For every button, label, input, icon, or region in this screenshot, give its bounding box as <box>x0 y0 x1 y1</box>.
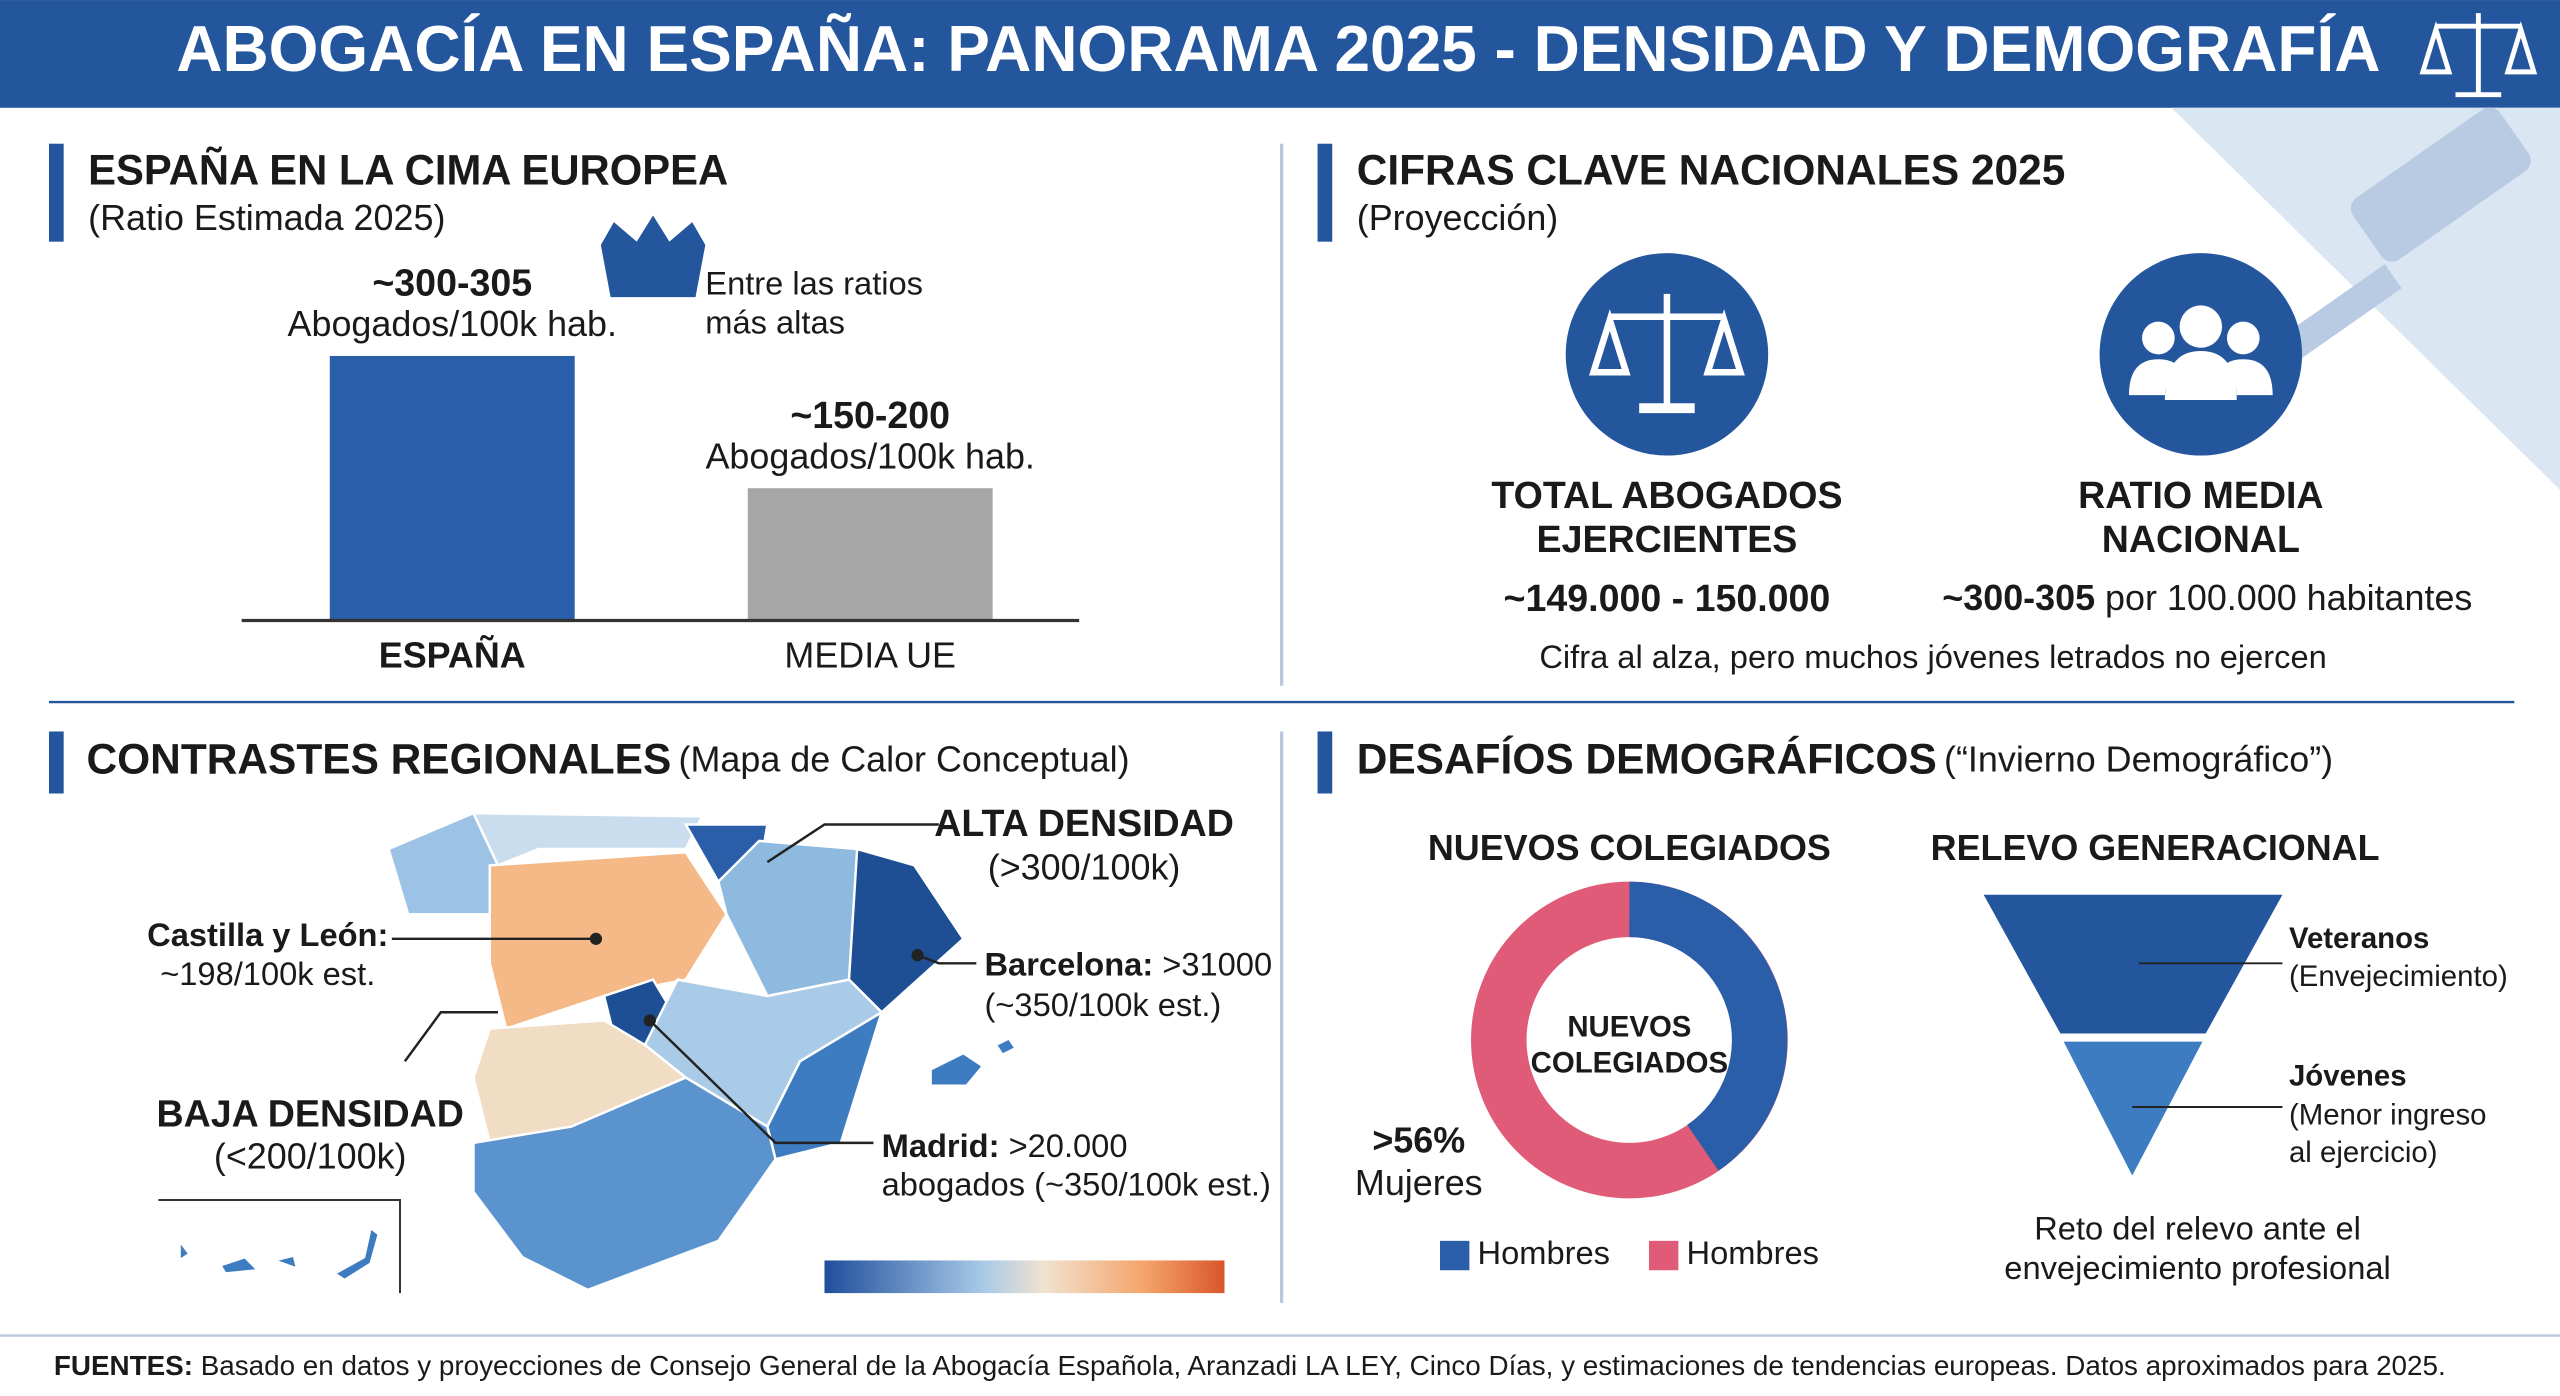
bar-label: ESPAÑA <box>379 634 526 675</box>
page-title: ABOGACÍA EN ESPAÑA: PANORAMA 2025 - DENS… <box>176 12 2380 85</box>
map-label: (>300/100k) <box>988 847 1181 888</box>
section-marker <box>48 143 64 242</box>
section-subtitle: (Proyección) <box>1357 197 1559 238</box>
figure-value-line: ~300-305 por 100.000 habitantes <box>1942 577 2472 618</box>
note: Entre las ratios <box>705 264 923 301</box>
islands <box>178 1225 381 1282</box>
bar-unit: Abogados/100k hab. <box>288 303 617 344</box>
header-bar <box>0 0 2560 108</box>
leaders <box>391 823 977 1145</box>
region <box>717 839 859 998</box>
figure-value: ~300-305 <box>1942 577 2095 618</box>
funnel-label: Jóvenes <box>2289 1059 2407 1092</box>
figure-label: EJERCIENTES <box>1537 518 1798 560</box>
islands <box>929 1036 1018 1087</box>
city-name: Madrid: <box>882 1126 1000 1163</box>
funnel-label: Veteranos <box>2289 922 2429 955</box>
map-label: ALTA DENSIDAD <box>934 802 1234 844</box>
bar-unit: Abogados/100k hab. <box>705 435 1034 476</box>
map-label: (<200/100k) <box>214 1136 407 1177</box>
note: Cifra al alza, pero muchos jóvenes letra… <box>1539 638 2326 675</box>
funnel-label: (Envejecimiento) <box>2289 960 2508 993</box>
funnel-label: (Menor ingreso <box>2289 1099 2487 1132</box>
section-heading: DESAFÍOS DEMOGRÁFICOS (“Invierno Demográ… <box>1357 736 2333 783</box>
section-marker <box>48 731 64 794</box>
map-label: Barcelona: >31000 <box>984 945 1272 982</box>
share-value: >56% <box>1372 1119 1465 1160</box>
bar-label: MEDIA UE <box>784 634 956 675</box>
bar-value: ~300-305 <box>372 262 532 304</box>
bar <box>747 488 993 621</box>
donut-segment <box>1628 881 1788 1171</box>
section-title: CONTRASTES REGIONALES <box>87 736 672 783</box>
bar <box>329 355 575 621</box>
footer: FUENTES: Basado en datos y proyecciones … <box>54 1351 2446 1382</box>
footer-label: FUENTES: <box>54 1351 193 1382</box>
donut-center: COLEGIADOS <box>1531 1046 1728 1079</box>
figure-value: ~149.000 - 150.000 <box>1504 577 1831 619</box>
bar-value: ~150-200 <box>790 394 950 436</box>
people-icon <box>2128 305 2273 401</box>
section-marker <box>1317 731 1333 794</box>
section-title: CIFRAS CLAVE NACIONALES 2025 <box>1357 146 2066 193</box>
chart-title: RELEVO GENERACIONAL <box>1931 827 2380 868</box>
legend-label: Hombres <box>1687 1234 1819 1271</box>
inset-border <box>158 1199 401 1294</box>
heat-scale <box>824 1260 1225 1294</box>
donut-center: NUEVOS <box>1567 1010 1691 1043</box>
funnel-segment <box>2063 1041 2203 1176</box>
city-value: >31000 <box>1162 945 1272 982</box>
map-label: abogados (~350/100k est.) <box>882 1166 1271 1203</box>
note: más altas <box>705 304 845 341</box>
region <box>766 1009 884 1161</box>
legend-swatch <box>1648 1240 1679 1271</box>
scale-icon <box>1589 293 1745 414</box>
scale-icon <box>2419 13 2538 98</box>
map-label: BAJA DENSIDAD <box>157 1093 464 1135</box>
section-subtitle: (Mapa de Calor Conceptual) <box>679 739 1130 780</box>
city-name: Barcelona: <box>984 945 1153 982</box>
map-label: Castilla y León: <box>147 916 388 953</box>
figure-label: RATIO MEDIA <box>2078 474 2323 516</box>
region <box>847 847 965 1014</box>
footer-text: Basado en datos y proyecciones de Consej… <box>201 1351 2446 1382</box>
figure-label: TOTAL ABOGADOS <box>1491 474 1842 516</box>
funnel-note: envejecimiento profesional <box>2004 1249 2390 1286</box>
figure-suffix: por 100.000 habitantes <box>2105 577 2472 618</box>
map-label: ~198/100k est. <box>160 955 375 992</box>
section-heading: CONTRASTES REGIONALES (Mapa de Calor Con… <box>87 736 1130 783</box>
funnel-note: Reto del relevo ante el <box>2034 1210 2361 1247</box>
legend-swatch <box>1440 1240 1470 1271</box>
crown-icon <box>600 215 706 298</box>
funnel-segment <box>1983 894 2283 1034</box>
map <box>178 811 1018 1292</box>
map-label: (~350/100k est.) <box>984 986 1221 1023</box>
share-label: Mujeres <box>1355 1162 1483 1203</box>
section-title: ESPAÑA EN LA CIMA EUROPEA <box>88 146 728 193</box>
city-value: >20.000 <box>1009 1126 1128 1163</box>
section-subtitle: (Ratio Estimada 2025) <box>88 197 445 238</box>
chart-title: NUEVOS COLEGIADOS <box>1428 827 1831 868</box>
legend-label: Hombres <box>1478 1234 1610 1271</box>
funnel-label: al ejercicio) <box>2289 1136 2438 1169</box>
section-subtitle: (“Invierno Demográfico”) <box>1944 739 2333 780</box>
figure-label: NACIONAL <box>2102 518 2300 560</box>
region <box>471 811 705 867</box>
map-label: Madrid: >20.000 <box>882 1126 1128 1163</box>
region <box>472 1076 777 1292</box>
section-marker <box>1317 143 1333 242</box>
section-title: DESAFÍOS DEMOGRÁFICOS <box>1357 736 1937 783</box>
